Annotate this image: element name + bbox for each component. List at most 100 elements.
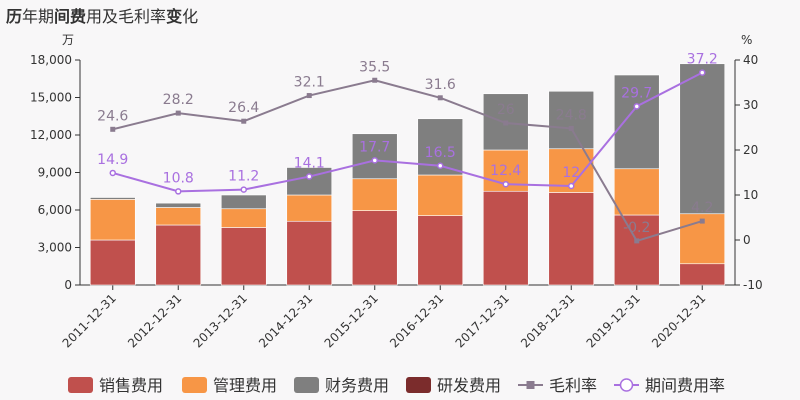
bar-管理费用 <box>89 199 136 241</box>
right-tick-label: 30 <box>743 98 758 112</box>
legend-swatch-销售费用 <box>68 377 93 393</box>
legend-label-毛利率: 毛利率 <box>549 376 597 395</box>
marker-毛利率 <box>110 126 116 132</box>
data-label-毛利率: 26 <box>497 102 515 118</box>
data-label-期间费用率: 12 <box>562 165 580 181</box>
data-label-期间费用率: 37.2 <box>687 52 718 68</box>
data-label-期间费用率: 14.9 <box>97 152 128 168</box>
marker-毛利率 <box>568 125 574 131</box>
data-label-毛利率: 32.1 <box>294 75 325 91</box>
x-tick-label: 2012-12-31 <box>125 291 184 350</box>
data-label-毛利率: 31.6 <box>425 77 456 93</box>
left-tick-label: 12,000 <box>30 128 72 142</box>
right-tick-label: 0 <box>743 233 751 247</box>
marker-期间费用率 <box>437 162 444 169</box>
bar-财务费用 <box>679 63 726 215</box>
legend-label-财务费用: 财务费用 <box>325 376 389 395</box>
bar-财务费用 <box>220 194 267 210</box>
data-label-毛利率: 35.5 <box>359 59 390 75</box>
data-label-期间费用率: 16.5 <box>425 145 456 161</box>
data-label-毛利率: 24.8 <box>556 107 587 123</box>
bar-管理费用 <box>417 174 464 216</box>
left-tick-label: 18,000 <box>30 53 72 67</box>
bar-管理费用 <box>351 178 398 211</box>
marker-期间费用率 <box>699 69 706 76</box>
right-tick-label: -10 <box>743 278 763 292</box>
bar-管理费用 <box>613 168 660 216</box>
bar-销售费用 <box>548 192 595 286</box>
marker-期间费用率 <box>240 186 247 193</box>
title-part-5: 变 <box>166 7 183 26</box>
data-label-期间费用率: 11.2 <box>228 169 259 185</box>
bar-销售费用 <box>220 227 267 286</box>
right-tick-label: 40 <box>743 53 758 67</box>
marker-期间费用率 <box>502 180 509 188</box>
x-tick-label: 2019-12-31 <box>584 291 643 350</box>
marker-毛利率 <box>503 120 509 126</box>
bar-管理费用 <box>286 194 333 222</box>
legend-swatch-研发费用 <box>406 377 431 393</box>
legend-label-研发费用: 研发费用 <box>437 376 501 395</box>
title-part-4: 用及毛利率 <box>86 7 167 26</box>
left-tick-label: 9,000 <box>38 166 72 180</box>
legend-marker-期间费用率 <box>619 378 634 392</box>
bar-销售费用 <box>482 190 529 286</box>
marker-期间费用率 <box>633 103 640 110</box>
x-tick-label: 2016-12-31 <box>387 291 446 350</box>
legend-swatch-财务费用 <box>294 377 319 393</box>
legend-swatch-管理费用 <box>182 377 207 393</box>
x-tick-label: 2014-12-31 <box>256 291 315 350</box>
marker-毛利率 <box>699 218 705 224</box>
legend-label-销售费用: 销售费用 <box>99 376 163 395</box>
data-label-期间费用率: 14.1 <box>294 156 325 172</box>
marker-期间费用率 <box>568 182 575 190</box>
x-tick-label: 2018-12-31 <box>518 291 577 350</box>
bar-财务费用 <box>351 133 398 180</box>
right-tick-label: 10 <box>743 188 758 202</box>
line-期间费用率 <box>112 71 703 193</box>
marker-毛利率 <box>634 238 640 244</box>
title-part-2: 年期 <box>22 7 55 26</box>
marker-期间费用率 <box>306 173 313 180</box>
bar-销售费用 <box>89 239 136 286</box>
data-label-毛利率: 26.4 <box>228 100 259 116</box>
x-tick-label: 2017-12-31 <box>453 291 512 350</box>
bar-财务费用 <box>548 90 595 150</box>
bar-销售费用 <box>155 224 202 286</box>
line-毛利率 <box>112 79 703 243</box>
left-tick-label: 3,000 <box>38 241 72 255</box>
marker-毛利率 <box>372 77 378 83</box>
bar-财务费用 <box>89 197 136 200</box>
right-unit-label: % <box>741 33 752 47</box>
marker-毛利率 <box>306 93 312 99</box>
data-label-期间费用率: 12.4 <box>490 163 521 179</box>
title-part-1: 历 <box>6 7 23 26</box>
marker-毛利率 <box>175 110 181 116</box>
x-tick-label: 2013-12-31 <box>191 291 250 350</box>
bar-销售费用 <box>351 210 398 286</box>
bar-管理费用 <box>220 208 267 228</box>
bar-管理费用 <box>155 207 202 226</box>
legend-marker-毛利率 <box>526 381 535 389</box>
marker-毛利率 <box>437 95 443 101</box>
bar-销售费用 <box>417 215 464 286</box>
chart-title: 历年期间费用及毛利率变化 <box>6 3 198 27</box>
left-unit-label: 万 <box>62 33 74 47</box>
marker-期间费用率 <box>175 188 182 195</box>
bar-销售费用 <box>613 214 660 286</box>
data-label-毛利率: -0.2 <box>623 220 650 236</box>
left-tick-label: 6,000 <box>38 203 72 217</box>
left-tick-label: 0 <box>64 278 72 292</box>
bar-销售费用 <box>679 263 726 286</box>
marker-期间费用率 <box>371 157 378 164</box>
data-label-期间费用率: 17.7 <box>359 139 390 155</box>
left-tick-label: 15,000 <box>30 91 72 105</box>
x-tick-label: 2015-12-31 <box>322 291 381 350</box>
x-tick-label: 2011-12-31 <box>60 291 119 350</box>
data-label-期间费用率: 29.7 <box>621 85 652 101</box>
bar-财务费用 <box>613 74 660 170</box>
x-tick-label: 2020-12-31 <box>649 291 708 350</box>
right-tick-label: 20 <box>743 143 758 157</box>
